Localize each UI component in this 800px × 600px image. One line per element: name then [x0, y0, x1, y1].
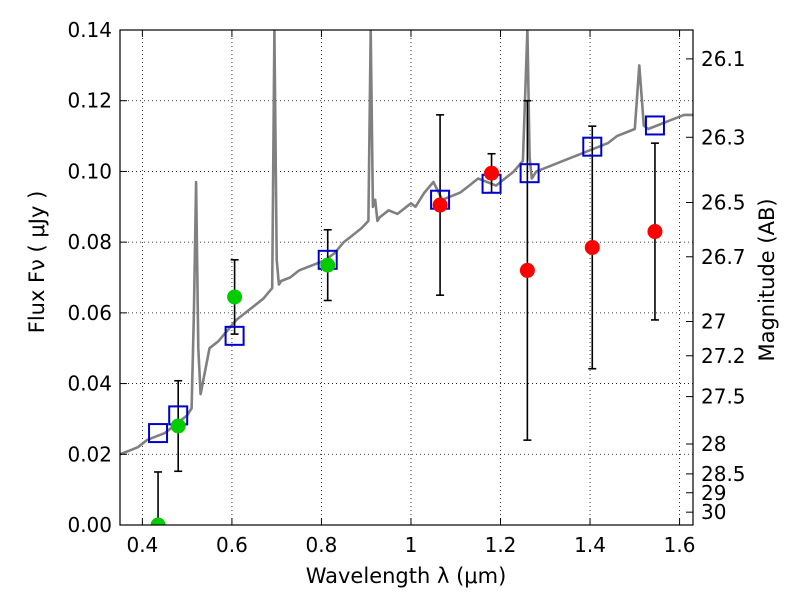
observed-flux-point: [432, 197, 448, 213]
y-tick-label: 0.10: [67, 159, 112, 183]
observed-flux-point: [584, 239, 600, 255]
y-tick-label: 0.04: [67, 372, 112, 396]
plot-area: [120, 30, 693, 525]
observed-flux-point: [647, 224, 663, 240]
y2-tick-label: 27.5: [701, 385, 746, 409]
x-tick-label: 0.6: [216, 533, 248, 557]
model-flux-square-marker: [148, 423, 169, 444]
observed-flux-point: [170, 418, 186, 434]
y-tick-label: 0.12: [67, 89, 112, 113]
series-line-layer: [120, 30, 693, 456]
y-axis-label: Flux Fν ( μJy ): [25, 191, 49, 334]
y2-tick-label: 30: [701, 500, 726, 524]
observed-flux-point: [150, 517, 166, 525]
observed-flux-point: [519, 262, 535, 278]
y2-tick-label: 26.7: [701, 245, 746, 269]
y2-tick-label: 26.1: [701, 47, 746, 71]
axes-ticks: 0.4 0.6 0.8 1 1.2 1.4 1.6 0.00 0.02 0.04 0.06 0.08 0…: [67, 18, 745, 557]
x-tick-label: 1.2: [485, 533, 517, 557]
y2-tick-label: 26.5: [701, 191, 746, 215]
x-tick-label: 0.8: [306, 533, 338, 557]
x-axis-label: Wavelength λ (μm): [306, 564, 507, 588]
y2-tick-label: 29: [701, 481, 726, 505]
model-flux-square-marker: [519, 163, 540, 184]
y2-tick-label: 27: [701, 310, 726, 334]
model-sed-line: [120, 30, 693, 456]
observed-flux-point: [484, 165, 500, 181]
observed-flux-point: [227, 289, 243, 305]
marker-layer: [148, 115, 665, 525]
model-flux-square-marker: [582, 136, 603, 157]
y2-tick-label: 27.2: [701, 344, 746, 368]
x-tick-label: 0.4: [126, 533, 158, 557]
y-tick-label: 0.08: [67, 230, 112, 254]
y-tick-label: 0.02: [67, 442, 112, 466]
y-tick-label: 0.14: [67, 18, 112, 42]
y2-tick-label: 28.5: [701, 462, 746, 486]
y-tick-label: 0.06: [67, 301, 112, 325]
model-flux-square-marker: [644, 115, 665, 136]
x-tick-label: 1.6: [664, 533, 696, 557]
y-tick-label: 0.00: [67, 513, 112, 537]
y2-axis-label: Magnitude (AB): [755, 198, 779, 361]
plot-frame: [119, 29, 694, 526]
x-tick-label: 1.4: [574, 533, 606, 557]
observed-flux-point: [320, 257, 336, 273]
x-tick-label: 1: [405, 533, 418, 557]
model-flux-square-marker: [224, 325, 245, 346]
y2-tick-label: 28: [701, 432, 726, 456]
y2-tick-label: 26.3: [701, 125, 746, 149]
